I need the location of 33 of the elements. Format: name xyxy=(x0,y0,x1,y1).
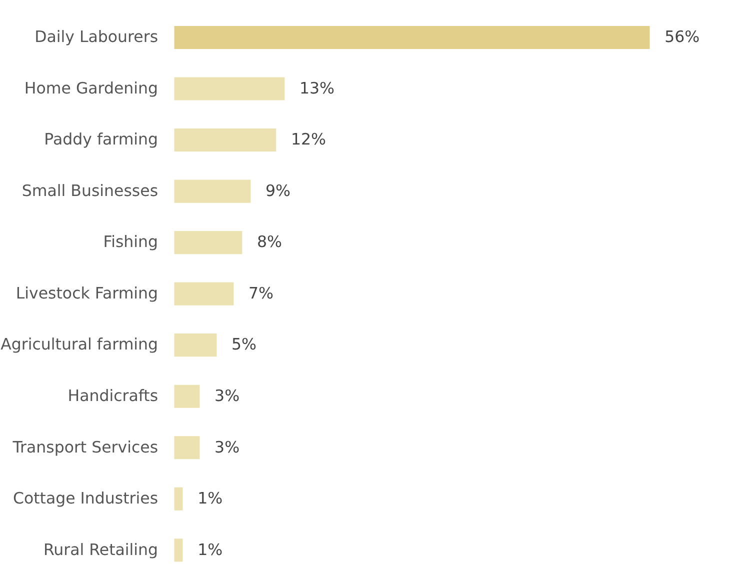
bar xyxy=(174,180,251,203)
y-tick-label: Handicrafts xyxy=(68,386,158,405)
bar xyxy=(174,436,200,460)
data-label: 3% xyxy=(214,386,240,405)
data-label: 56% xyxy=(664,27,700,46)
data-label: 8% xyxy=(257,232,282,252)
bar xyxy=(174,231,242,254)
bar xyxy=(174,77,285,100)
bar xyxy=(174,487,183,510)
data-label: 1% xyxy=(198,540,223,559)
y-tick-label: Agricultural farming xyxy=(0,334,158,354)
data-label: 9% xyxy=(266,180,291,200)
data-label: 1% xyxy=(198,488,223,508)
bar xyxy=(174,282,234,306)
y-tick-label: Home Gardening xyxy=(24,78,158,98)
y-tick-label: Rural Retailing xyxy=(43,540,158,559)
y-tick-label: Cottage Industries xyxy=(12,488,158,508)
bar xyxy=(174,128,276,152)
bar xyxy=(174,26,650,50)
data-label: 5% xyxy=(232,334,257,354)
y-tick-label: Paddy farming xyxy=(44,130,158,149)
data-label: 7% xyxy=(248,283,274,302)
bar xyxy=(174,334,217,357)
y-tick-label: Transport Services xyxy=(12,437,158,456)
data-label: 12% xyxy=(290,130,326,149)
bar xyxy=(174,538,183,562)
y-tick-label: Daily Labourers xyxy=(34,27,158,46)
bar xyxy=(174,384,200,408)
y-tick-label: Livestock Farming xyxy=(16,283,158,302)
data-label: 3% xyxy=(214,437,240,456)
data-label: 13% xyxy=(299,78,335,98)
y-tick-label: Small Businesses xyxy=(22,180,158,200)
y-tick-label: Fishing xyxy=(103,232,158,252)
